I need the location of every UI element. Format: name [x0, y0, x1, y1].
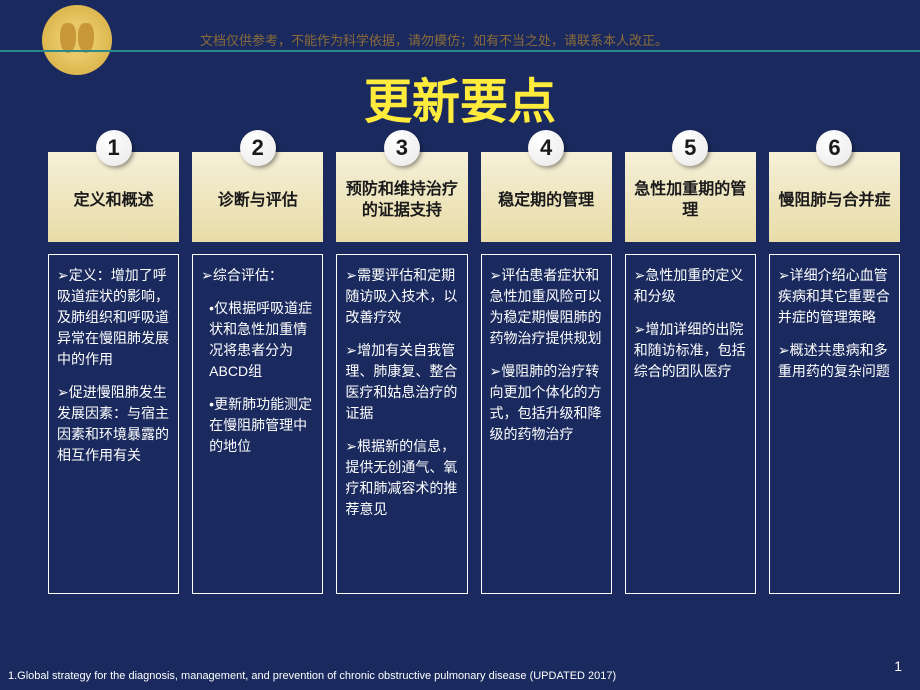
list-item: ➢概述共患病和多重用药的复杂问题: [778, 340, 891, 382]
disclaimer-text: 文档仅供参考，不能作为科学依据，请勿模仿；如有不当之处，请联系本人改正。: [200, 30, 668, 49]
columns-container: 1定义和概述➢定义：增加了呼吸道症状的影响，及肺组织和呼吸道异常在慢阻肺发展中的…: [48, 130, 900, 594]
list-item: •更新肺功能测定在慢阻肺管理中的地位: [201, 394, 314, 457]
divider-line: [0, 50, 920, 52]
column-6: 6慢阻肺与合并症➢详细介绍心血管疾病和其它重要合并症的管理策略➢概述共患病和多重…: [769, 130, 900, 594]
column-number: 2: [240, 130, 276, 166]
lungs-icon: [60, 23, 95, 58]
list-item: ➢需要评估和定期随访吸入技术，以改善疗效: [345, 265, 458, 328]
list-item: ➢增加详细的出院和随访标准，包括综合的团队医疗: [634, 319, 747, 382]
column-body: ➢综合评估： •仅根据呼吸道症状和急性加重情况将患者分为ABCD组 •更新肺功能测定…: [192, 254, 323, 594]
column-body: ➢定义：增加了呼吸道症状的影响，及肺组织和呼吸道异常在慢阻肺发展中的作用 ➢促进慢…: [48, 254, 179, 594]
column-1: 1定义和概述➢定义：增加了呼吸道症状的影响，及肺组织和呼吸道异常在慢阻肺发展中的…: [48, 130, 179, 594]
footnote-text: 1.Global strategy for the diagnosis, man…: [8, 670, 616, 682]
column-body: ➢急性加重的定义和分级 ➢增加详细的出院和随访标准，包括综合的团队医疗: [625, 254, 756, 594]
list-item: ➢定义：增加了呼吸道症状的影响，及肺组织和呼吸道异常在慢阻肺发展中的作用: [57, 265, 170, 370]
column-body: ➢详细介绍心血管疾病和其它重要合并症的管理策略 ➢概述共患病和多重用药的复杂问题: [769, 254, 900, 594]
column-5: 5急性加重期的管理➢急性加重的定义和分级➢增加详细的出院和随访标准，包括综合的团…: [625, 130, 756, 594]
list-item: ➢详细介绍心血管疾病和其它重要合并症的管理策略: [778, 265, 891, 328]
list-item: ➢急性加重的定义和分级: [634, 265, 747, 307]
column-number: 3: [384, 130, 420, 166]
list-item: ➢综合评估：: [201, 265, 314, 286]
column-3: 3预防和维持治疗的证据支持➢需要评估和定期随访吸入技术，以改善疗效➢增加有关自我…: [336, 130, 467, 594]
page-title: 更新要点: [364, 62, 556, 132]
column-2: 2诊断与评估➢综合评估：•仅根据呼吸道症状和急性加重情况将患者分为ABCD组•更…: [192, 130, 323, 594]
column-number: 5: [672, 130, 708, 166]
list-item: ➢促进慢阻肺发生发展因素：与宿主因素和环境暴露的相互作用有关: [57, 382, 170, 466]
gold-logo: [42, 5, 112, 75]
list-item: ➢增加有关自我管理、肺康复、整合医疗和姑息治疗的证据: [345, 340, 458, 424]
logo-circle: [42, 5, 112, 75]
list-item: ➢根据新的信息，提供无创通气、氧疗和肺减容术的推荐意见: [345, 436, 458, 520]
list-item: ➢评估患者症状和急性加重风险可以为稳定期慢阻肺的药物治疗提供规划: [490, 265, 603, 349]
column-number: 4: [528, 130, 564, 166]
column-number: 1: [96, 130, 132, 166]
list-item: ➢慢阻肺的治疗转向更加个体化的方式，包括升级和降级的药物治疗: [490, 361, 603, 445]
column-body: ➢需要评估和定期随访吸入技术，以改善疗效 ➢增加有关自我管理、肺康复、整合医疗和姑…: [336, 254, 467, 594]
column-4: 4稳定期的管理➢评估患者症状和急性加重风险可以为稳定期慢阻肺的药物治疗提供规划➢…: [481, 130, 612, 594]
column-body: ➢评估患者症状和急性加重风险可以为稳定期慢阻肺的药物治疗提供规划 ➢慢阻肺的治疗转…: [481, 254, 612, 594]
page-number: 1: [894, 658, 902, 674]
list-item: •仅根据呼吸道症状和急性加重情况将患者分为ABCD组: [201, 298, 314, 382]
